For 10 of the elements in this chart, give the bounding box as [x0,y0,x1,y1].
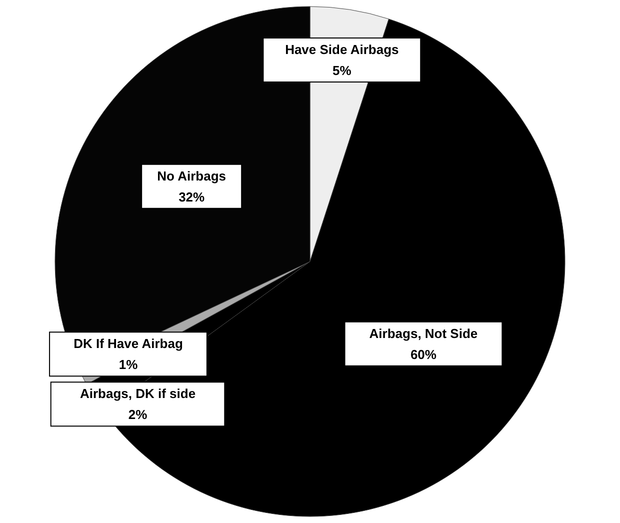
data-label: 32% [178,189,206,204]
slice-label: Airbags, Not Side [369,326,478,341]
slice-label: DK If Have Airbag [74,336,183,352]
data-label: 5% [332,63,352,78]
data-label: 1% [118,357,138,372]
data-label: 60% [410,346,437,362]
slice-label: Have Side Airbags [285,42,399,58]
slice-label: Airbags, DK if side [80,386,196,402]
slice-label: No Airbags [157,168,226,184]
data-label: 2% [128,407,148,422]
